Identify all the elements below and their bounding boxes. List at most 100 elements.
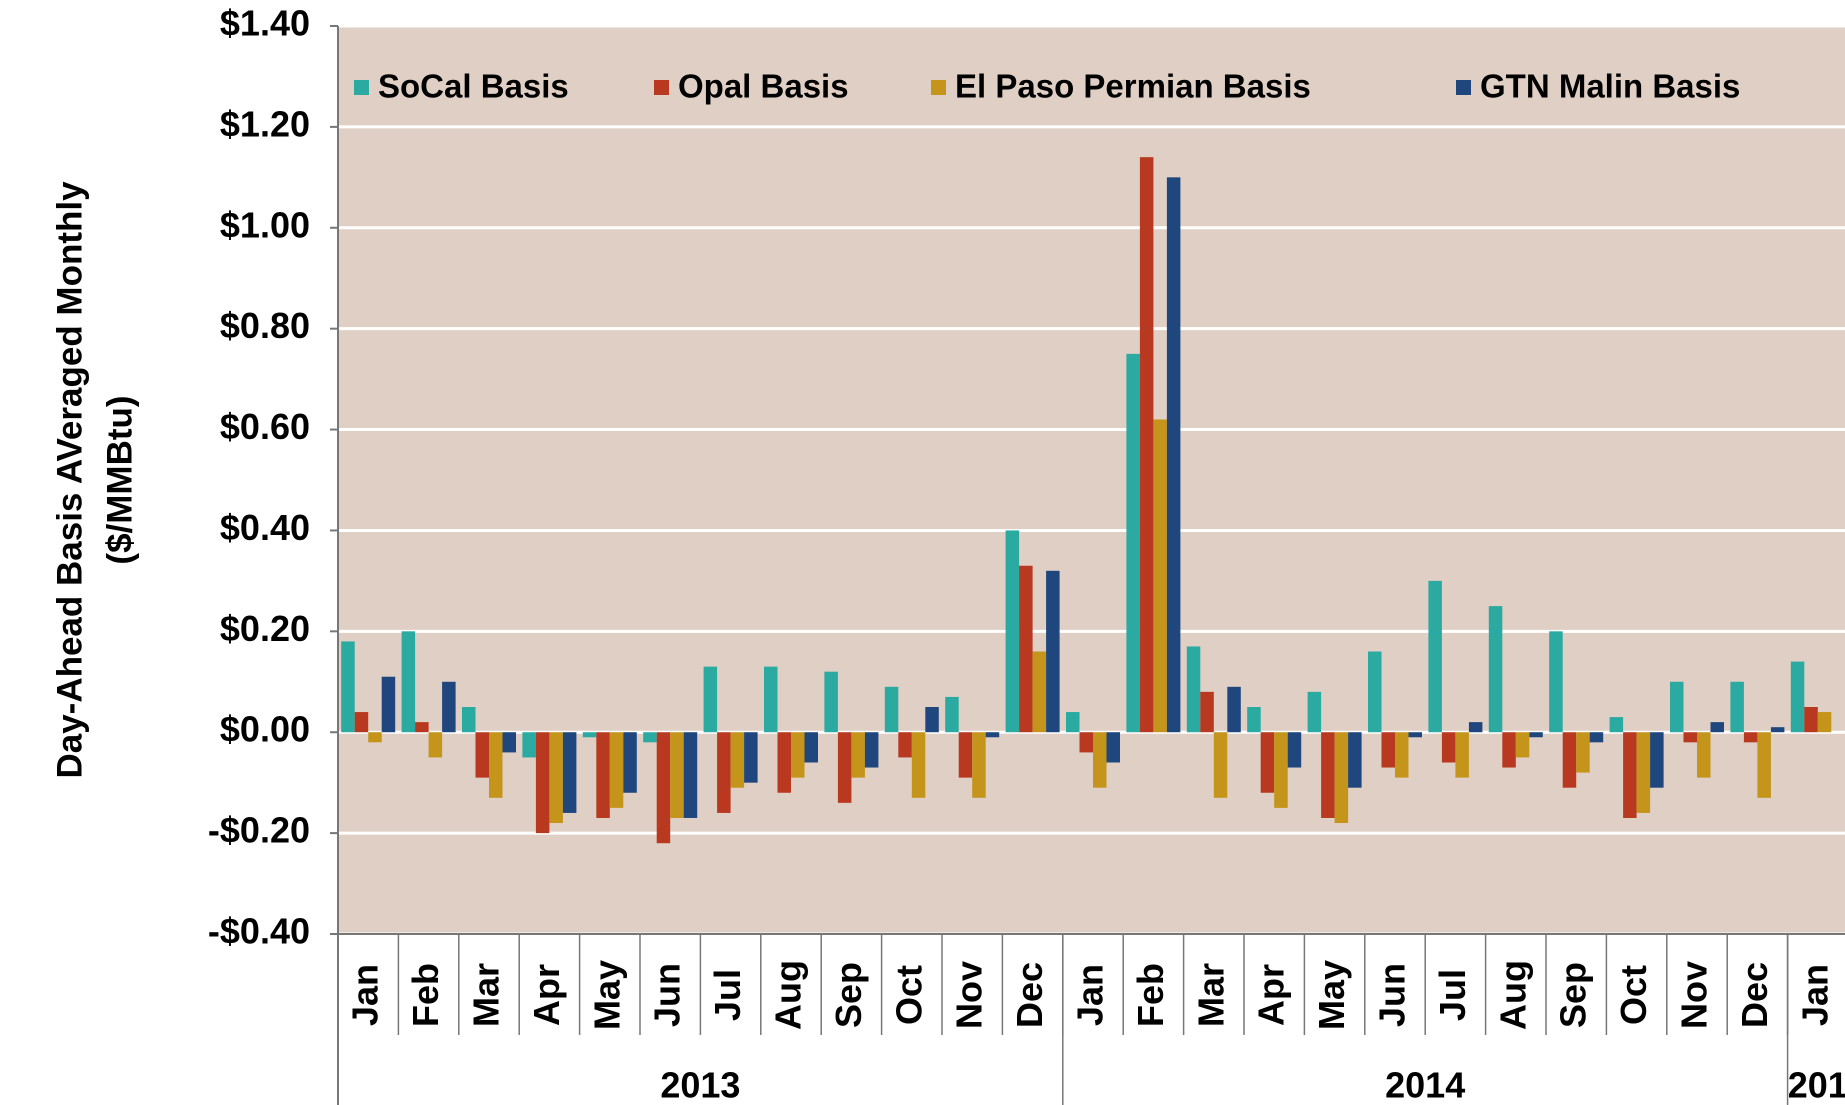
bar xyxy=(837,732,852,803)
bar xyxy=(1307,691,1322,733)
x-tick-label: Jul xyxy=(1432,969,1473,1021)
x-tick-label: Dec xyxy=(1734,962,1775,1028)
bar xyxy=(475,732,489,778)
legend-swatch xyxy=(354,80,369,95)
bar xyxy=(1441,732,1456,763)
bar xyxy=(428,732,443,758)
x-tick-label: Apr xyxy=(526,964,567,1026)
y-tick-label: -$0.40 xyxy=(208,911,310,952)
x-tick-label: Oct xyxy=(888,965,929,1025)
bar xyxy=(925,707,939,733)
bar xyxy=(381,676,396,733)
x-tick-label: Aug xyxy=(1492,960,1533,1030)
bar xyxy=(596,732,610,818)
y-tick-label: $0.80 xyxy=(220,305,310,346)
y-tick-label: $1.00 xyxy=(220,204,310,245)
x-tick-label: Jun xyxy=(1372,963,1413,1027)
bar xyxy=(1106,732,1120,763)
x-tick-label: Nov xyxy=(1674,961,1715,1029)
bar xyxy=(1153,419,1167,733)
x-tick-label: Jun xyxy=(647,963,688,1027)
x-tick-label: Jan xyxy=(345,964,386,1026)
bar xyxy=(1683,732,1697,743)
plot-area xyxy=(338,26,1845,934)
bar xyxy=(1005,530,1020,733)
bar xyxy=(730,732,745,788)
bar xyxy=(1381,732,1395,768)
y-tick-label: $0.40 xyxy=(220,507,310,548)
bar xyxy=(1549,631,1563,733)
y-axis-label: Day-Ahead Basis AVeraged Monthly xyxy=(50,181,89,779)
bar xyxy=(744,732,758,783)
legend-label: El Paso Permian Basis xyxy=(955,68,1311,105)
bar xyxy=(1650,732,1664,788)
bar xyxy=(1730,681,1744,733)
bar xyxy=(489,732,503,798)
bar xyxy=(341,641,355,733)
bar xyxy=(1589,732,1604,743)
bar xyxy=(1757,732,1771,798)
bar xyxy=(945,696,959,733)
bar xyxy=(354,712,369,733)
x-tick-label: Sep xyxy=(828,962,869,1028)
bar xyxy=(1609,717,1624,733)
bar xyxy=(1468,722,1483,733)
bar xyxy=(643,732,657,743)
bar xyxy=(656,732,671,844)
bar xyxy=(1515,732,1530,758)
group-label: 2013 xyxy=(660,1065,740,1105)
bar xyxy=(1213,732,1228,798)
bar xyxy=(911,732,926,798)
x-tick-label: Dec xyxy=(1009,962,1050,1028)
bar xyxy=(764,666,778,733)
bar xyxy=(1636,732,1651,813)
bar xyxy=(1032,651,1047,733)
bar xyxy=(1743,732,1758,743)
bar xyxy=(1623,732,1637,818)
bar xyxy=(1502,732,1516,768)
bar xyxy=(1455,732,1469,778)
bar xyxy=(401,631,416,733)
bar xyxy=(1408,732,1422,738)
bar xyxy=(1227,686,1241,733)
bar xyxy=(1079,732,1093,753)
y-tick-label: -$0.20 xyxy=(208,810,310,851)
y-tick-label: $0.20 xyxy=(220,608,310,649)
legend-label: SoCal Basis xyxy=(378,68,569,105)
bar xyxy=(549,732,563,824)
y-axis-label: ($/MMBtu) xyxy=(100,395,139,564)
bar xyxy=(1321,732,1335,818)
bar xyxy=(1126,353,1140,733)
bar xyxy=(1334,732,1349,824)
bar xyxy=(1186,646,1201,733)
bar xyxy=(1395,732,1409,778)
bar xyxy=(1287,732,1302,768)
bar xyxy=(703,666,718,733)
bar xyxy=(683,732,698,818)
bar xyxy=(898,732,912,758)
bar xyxy=(777,732,791,793)
bar xyxy=(522,732,536,758)
x-tick-label: Feb xyxy=(1130,963,1171,1027)
bar xyxy=(1670,681,1684,733)
y-tick-label: $1.40 xyxy=(220,3,310,44)
legend-label: Opal Basis xyxy=(678,68,849,105)
y-tick-label: $0.60 xyxy=(220,406,310,447)
bar xyxy=(1274,732,1288,808)
bar xyxy=(1348,732,1362,788)
bar xyxy=(1529,732,1543,738)
bar xyxy=(1710,722,1724,733)
bar xyxy=(791,732,805,778)
bar xyxy=(502,732,516,753)
bar xyxy=(1260,732,1275,793)
bar xyxy=(1166,177,1181,733)
legend-swatch xyxy=(654,80,669,95)
x-tick-label: Jan xyxy=(1794,964,1835,1026)
bar xyxy=(582,732,597,738)
bar xyxy=(1247,707,1261,733)
x-tick-label: Oct xyxy=(1613,965,1654,1025)
x-tick-label: Aug xyxy=(768,960,809,1030)
bar xyxy=(1368,651,1382,733)
bar xyxy=(1200,691,1214,733)
